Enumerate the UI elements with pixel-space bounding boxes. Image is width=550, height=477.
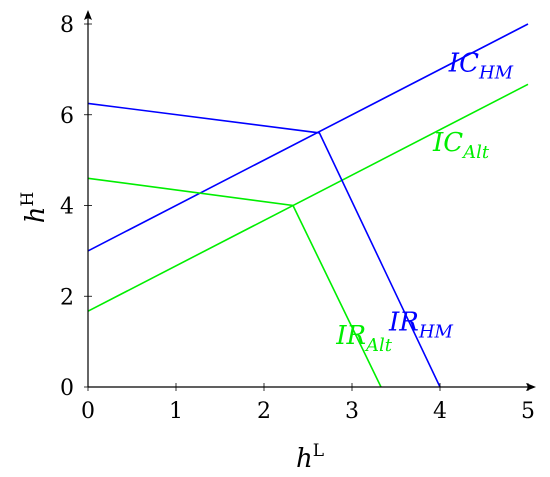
x-tick-label: 1 — [169, 399, 183, 424]
y-tick-label: 2 — [60, 285, 74, 310]
series-label-ic-hm: ICHM — [448, 49, 514, 84]
series-label-ic-alt: ICAlt — [432, 128, 490, 163]
y-tick-label: 4 — [60, 195, 74, 220]
x-tick-label: 3 — [345, 399, 359, 424]
series-line-ir-hm — [87, 102, 441, 388]
series-line-ir-alt — [87, 177, 382, 388]
y-tick-label: 8 — [60, 13, 74, 38]
curves-layer — [87, 23, 529, 388]
y-tick-label: 0 — [60, 376, 74, 401]
series-line-ic-alt — [87, 83, 529, 312]
x-tick-label: 4 — [433, 399, 447, 424]
x-tick-label: 0 — [81, 399, 95, 424]
series-label-ir-hm: IRHM — [388, 307, 454, 342]
series-label-ir-alt: IRAlt — [335, 321, 393, 356]
x-axis-title: hL — [296, 441, 324, 474]
x-tick-label: 5 — [521, 399, 535, 424]
x-tick-label: 2 — [257, 399, 271, 424]
y-axis-title: hH — [18, 192, 51, 224]
x-axis-arrow — [526, 383, 536, 391]
y-axis-arrow — [84, 10, 92, 20]
y-tick-label: 6 — [60, 104, 74, 129]
series-line-ic-hm — [87, 23, 529, 252]
axes-layer: 0 1 2 3 4 5 0 2 4 6 8 hL hH — [18, 10, 536, 474]
